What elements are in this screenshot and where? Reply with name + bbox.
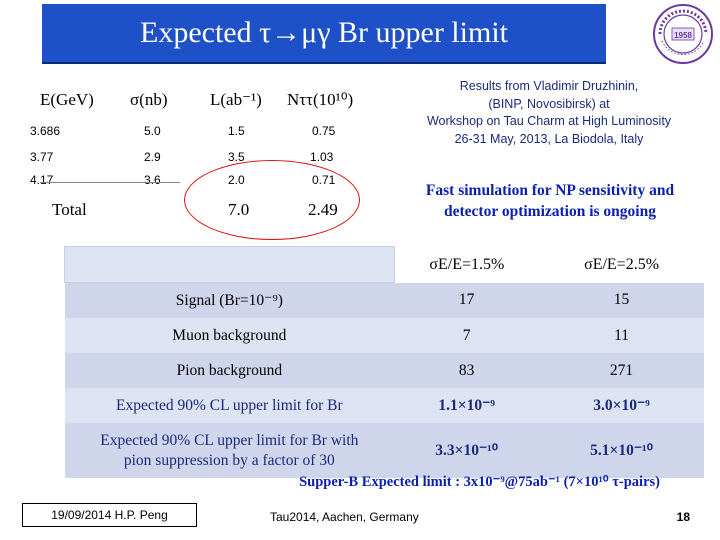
row-value-1: 3.3×10⁻¹⁰ bbox=[394, 423, 540, 478]
table-row: Signal (Br=10⁻⁹) 17 15 bbox=[64, 282, 704, 318]
footer-conference: Tau2014, Aachen, Germany bbox=[270, 510, 419, 524]
row-label: Muon background bbox=[64, 318, 395, 353]
header-blank-cell bbox=[64, 246, 395, 283]
row-value-2: 3.0×10⁻⁹ bbox=[539, 388, 704, 423]
header-cross-section: σ(nb) bbox=[130, 90, 168, 109]
page-title: Expected τ→μγ Br upper limit bbox=[140, 16, 508, 49]
row-label-line-1: Expected 90% CL upper limit for Br with bbox=[100, 431, 359, 449]
row2-ntau: 1.03 bbox=[310, 150, 334, 164]
header-energy: E(GeV) bbox=[40, 90, 94, 109]
fast-sim-note: Fast simulation for NP sensitivity and d… bbox=[388, 180, 712, 222]
row-value-1: 83 bbox=[394, 353, 540, 388]
header-resolution-1: σE/E=1.5% bbox=[394, 246, 540, 283]
table-row: Muon background 7 11 bbox=[64, 318, 704, 353]
row-label: Expected 90% CL upper limit for Br with … bbox=[64, 423, 395, 478]
row-value-1: 1.1×10⁻⁹ bbox=[394, 388, 540, 423]
svg-text:1958: 1958 bbox=[674, 31, 692, 40]
row-label: Signal (Br=10⁻⁹) bbox=[64, 282, 395, 318]
header-resolution-2: σE/E=2.5% bbox=[539, 246, 704, 283]
row-value-2: 271 bbox=[539, 353, 704, 388]
results-line-4: 26-31 May, 2013, La Biodola, Italy bbox=[454, 131, 644, 146]
row3-energy: 4.17 bbox=[30, 173, 54, 187]
row2-energy: 3.77 bbox=[30, 150, 54, 164]
fast-sim-line-2: detector optimization is ongoing bbox=[444, 203, 656, 220]
row3-sigma: 3.6 bbox=[144, 173, 161, 187]
page-number: 18 bbox=[676, 510, 690, 524]
row-value-2: 15 bbox=[539, 282, 704, 318]
title-bar bbox=[42, 4, 606, 64]
row-label-line-2: pion suppression by a factor of 30 bbox=[123, 451, 335, 469]
highlight-ellipse bbox=[184, 160, 360, 240]
table-row: Expected 90% CL upper limit for Br with … bbox=[64, 423, 704, 478]
row2-sigma: 2.9 bbox=[144, 150, 161, 164]
header-luminosity: L(ab⁻¹) bbox=[210, 90, 262, 109]
results-note: Results from Vladimir Druzhinin, (BINP, … bbox=[384, 78, 714, 148]
results-line-3: Workshop on Tau Charm at High Luminosity bbox=[426, 114, 672, 128]
divider bbox=[40, 182, 180, 183]
row-value-1: 7 bbox=[394, 318, 540, 353]
table-header-row: σE/E=1.5% σE/E=2.5% bbox=[64, 246, 704, 283]
row-label: Pion background bbox=[64, 353, 395, 388]
results-line-2: (BINP, Novosibirsk) at bbox=[488, 96, 610, 111]
total-label: Total bbox=[52, 200, 87, 219]
footer-date-author: 19/09/2014 H.P. Peng bbox=[22, 503, 197, 527]
results-line-1: Results from Vladimir Druzhinin, bbox=[459, 79, 639, 93]
row-value-1: 17 bbox=[394, 282, 540, 318]
results-table: σE/E=1.5% σE/E=2.5% Signal (Br=10⁻⁹) 17 … bbox=[64, 246, 704, 478]
row2-lumi: 3.5 bbox=[228, 150, 245, 164]
fast-sim-line-1: Fast simulation for NP sensitivity and bbox=[425, 182, 675, 199]
row1-energy: 3.686 bbox=[30, 124, 61, 138]
row-value-2: 5.1×10⁻¹⁰ bbox=[539, 423, 704, 478]
row-label: Expected 90% CL upper limit for Br bbox=[64, 388, 395, 423]
university-seal-logo: 1958 bbox=[653, 4, 713, 64]
table-row: Expected 90% CL upper limit for Br 1.1×1… bbox=[64, 388, 704, 423]
row1-lumi: 1.5 bbox=[228, 124, 245, 138]
header-tau-pairs: Nττ(10¹⁰) bbox=[287, 90, 354, 109]
table-row: Pion background 83 271 bbox=[64, 353, 704, 388]
row1-ntau: 0.75 bbox=[312, 124, 336, 138]
row-value-2: 11 bbox=[539, 318, 704, 353]
superb-expected-limit: Supper-B Expected limit : 3x10⁻⁹@75ab⁻¹ … bbox=[299, 474, 660, 490]
row1-sigma: 5.0 bbox=[144, 124, 161, 138]
